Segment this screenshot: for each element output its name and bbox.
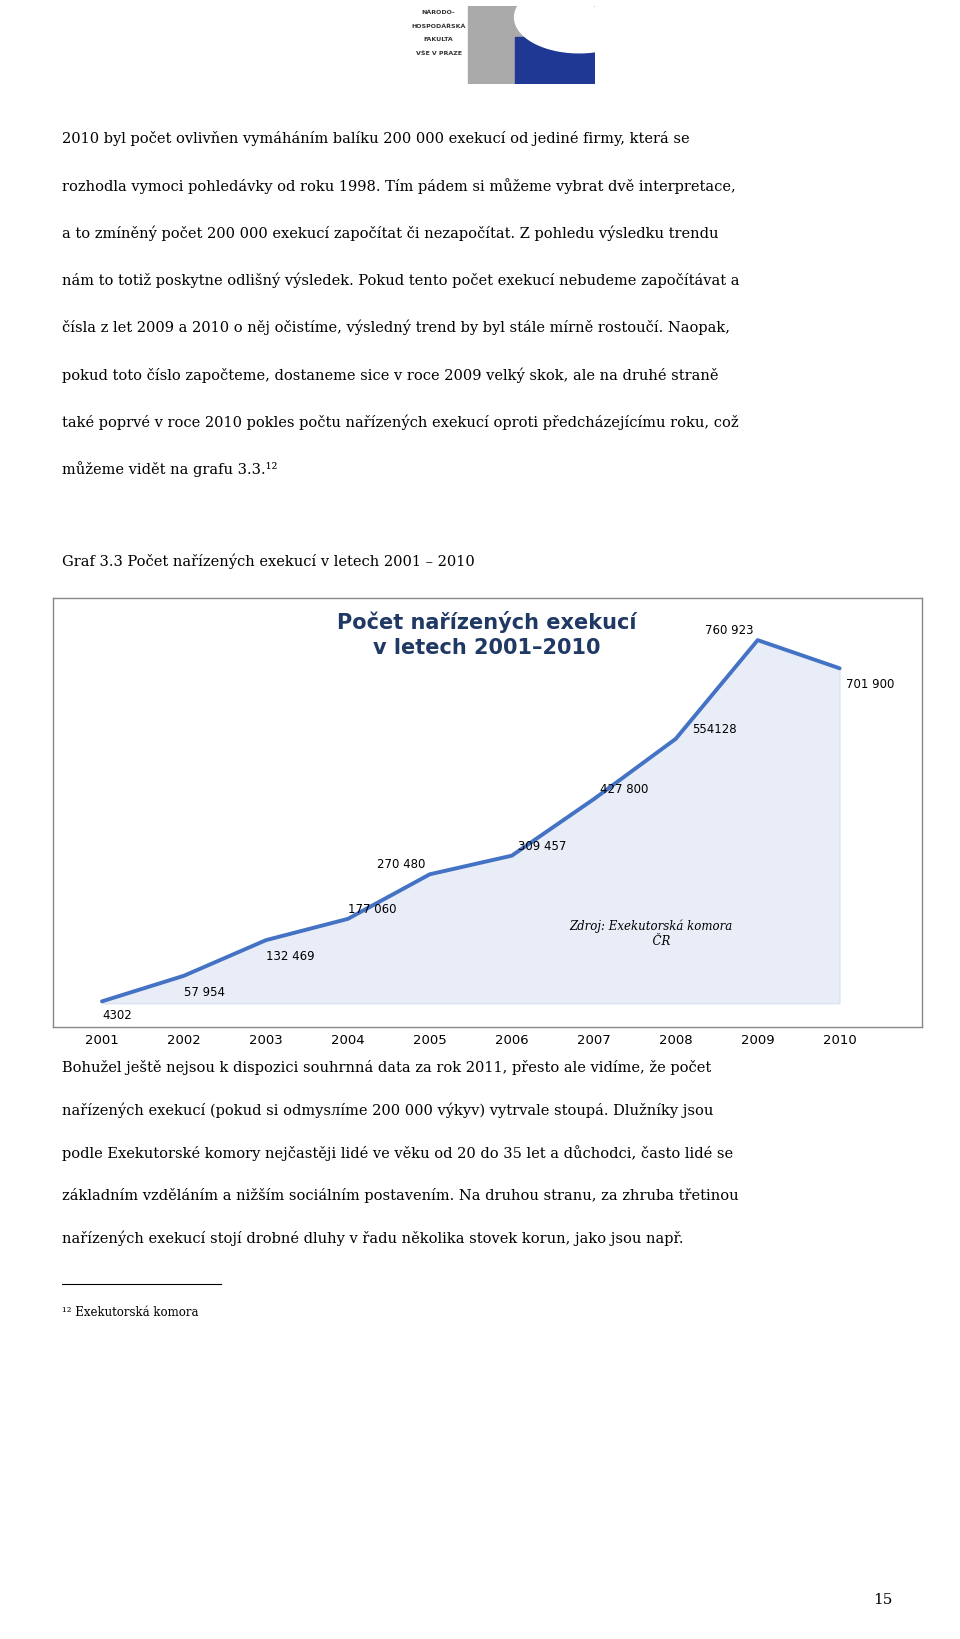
Text: VŠE V PRAZE: VŠE V PRAZE: [416, 51, 462, 56]
Text: Počet nařízených exekucí
v letech 2001–2010: Počet nařízených exekucí v letech 2001–2…: [338, 611, 636, 657]
Polygon shape: [515, 0, 617, 54]
Text: ¹² Exekutorská komora: ¹² Exekutorská komora: [62, 1305, 199, 1318]
Text: FAKULTA: FAKULTA: [423, 38, 453, 43]
Text: 177 060: 177 060: [348, 903, 396, 915]
Text: 309 457: 309 457: [518, 839, 566, 852]
Text: 132 469: 132 469: [266, 949, 315, 962]
Text: NÁRODO-: NÁRODO-: [421, 10, 455, 15]
Text: čísla z let 2009 a 2010 o něj očistíme, výsledný trend by byl stále mírně rostou: čísla z let 2009 a 2010 o něj očistíme, …: [62, 320, 731, 334]
Text: nařízených exekucí (pokud si odmysлíme 200 000 výkyv) vytrvale stoupá. Dlužníky : nařízených exekucí (pokud si odmysлíme 2…: [62, 1101, 714, 1118]
Text: Zdroj: Exekutorská komora
                      ČR: Zdroj: Exekutorská komora ČR: [569, 919, 733, 947]
Text: 760 923: 760 923: [705, 624, 754, 636]
Text: také poprvé v roce 2010 pokles počtu nařízených exekucí oproti předcházejícímu r: také poprvé v roce 2010 pokles počtu nař…: [62, 415, 739, 429]
Text: 57 954: 57 954: [184, 985, 225, 998]
Text: nařízených exekucí stojí drobné dluhy v řadu několika stovek korun, jako jsou na: nařízených exekucí stojí drobné dluhy v …: [62, 1229, 684, 1246]
Bar: [515, 38, 595, 85]
Text: Bohužel ještě nejsou k dispozici souhrnná data za rok 2011, přesto ale vidíme, ž: Bohužel ještě nejsou k dispozici souhrnn…: [62, 1059, 711, 1075]
Text: 701 900: 701 900: [846, 677, 895, 690]
Text: HOSPODÁŘSKÁ: HOSPODÁŘSKÁ: [411, 25, 466, 30]
Text: rozhodla vymoci pohledávky od roku 1998. Tím pádem si můžeme vybrat dvě interpre: rozhodla vymoci pohledávky od roku 1998.…: [62, 177, 736, 193]
Text: 15: 15: [874, 1591, 893, 1606]
Text: 270 480: 270 480: [377, 857, 425, 870]
Text: a to zmíněný počet 200 000 exekucí započítat či nezapočítat. Z pohledu výsledku : a to zmíněný počet 200 000 exekucí započ…: [62, 225, 719, 241]
Text: nám to totiž poskytne odlišný výsledek. Pokud tento počet exekucí nebudeme započ: nám to totiž poskytne odlišný výsledek. …: [62, 272, 740, 288]
Text: Graf 3.3 Počet nařízených exekucí v letech 2001 – 2010: Graf 3.3 Počet nařízených exekucí v lete…: [62, 552, 475, 569]
Text: můžeme vidět na grafu 3.3.¹²: můžeme vidět na grafu 3.3.¹²: [62, 461, 277, 477]
Text: základním vzděláním a nižším sociálním postavením. Na druhou stranu, za zhruba t: základním vzděláním a nižším sociálním p…: [62, 1188, 739, 1203]
Text: podle Exekutorské komory nejčastěji lidé ve věku od 20 do 35 let a důchodci, čas: podle Exekutorské komory nejčastěji lidé…: [62, 1144, 733, 1160]
Text: 4302: 4302: [102, 1008, 132, 1021]
Text: 2010 byl počet ovlivňen vymáháním balíku 200 000 exekucí od jediné firmy, která : 2010 byl počet ovlivňen vymáháním balíku…: [62, 131, 690, 146]
Text: pokud toto číslo započteme, dostaneme sice v roce 2009 velký skok, ale na druhé : pokud toto číslo započteme, dostaneme si…: [62, 367, 719, 382]
Bar: [468, 7, 595, 85]
Text: 554128: 554128: [692, 723, 736, 736]
Text: 427 800: 427 800: [600, 783, 649, 795]
